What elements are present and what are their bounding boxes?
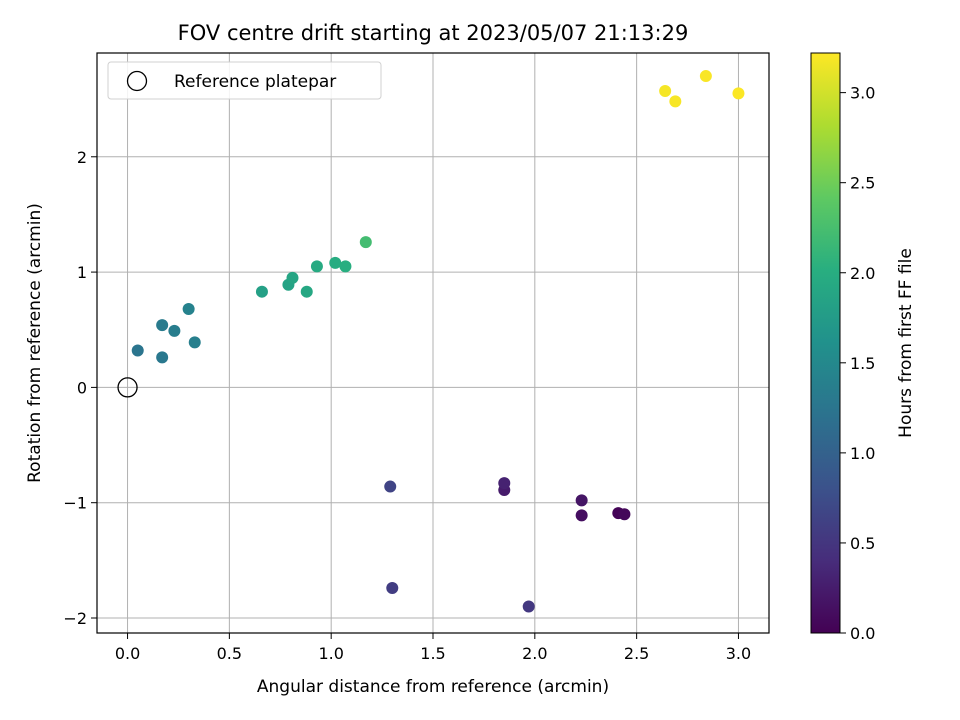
reference-marker-group bbox=[117, 377, 138, 398]
grid bbox=[97, 53, 769, 633]
data-point bbox=[310, 260, 323, 273]
legend-box bbox=[107, 61, 382, 100]
x-tick-label: 1.0 bbox=[318, 644, 343, 663]
legend: Reference platepar bbox=[107, 61, 382, 100]
data-point bbox=[359, 236, 372, 249]
data-point bbox=[669, 95, 682, 108]
colorbar-label: Hours from first FF file bbox=[896, 248, 916, 438]
colorbar-tick-label: 1.0 bbox=[850, 444, 875, 463]
data-point bbox=[522, 600, 535, 613]
colorbar-tick-label: 0.0 bbox=[850, 624, 875, 643]
data-point bbox=[699, 70, 712, 83]
data-point bbox=[168, 324, 181, 337]
data-point bbox=[329, 256, 342, 269]
data-point bbox=[575, 509, 588, 522]
colorbar: 0.0 0.5 1.0 1.5 2.0 2.5 3.0 Hours from first F… bbox=[810, 52, 916, 643]
x-tick-label: 1.5 bbox=[420, 644, 445, 663]
colorbar-ticks: 0.0 0.5 1.0 1.5 2.0 2.5 3.0 bbox=[840, 84, 875, 643]
colorbar-tick-label: 0.5 bbox=[850, 534, 875, 553]
data-point bbox=[156, 319, 169, 332]
y-tick-label: −2 bbox=[63, 609, 87, 628]
chart-title: FOV centre drift starting at 2023/05/07 … bbox=[178, 21, 689, 45]
x-tick-label: 3.0 bbox=[726, 644, 751, 663]
y-axis-ticks: −2 −1 0 1 2 bbox=[63, 148, 97, 628]
y-tick-label: 2 bbox=[77, 148, 87, 167]
colorbar-tick-label: 2.0 bbox=[850, 264, 875, 283]
data-point bbox=[618, 508, 631, 521]
x-tick-label: 2.5 bbox=[624, 644, 649, 663]
y-axis-label: Rotation from reference (arcmin) bbox=[25, 203, 45, 483]
data-point bbox=[182, 302, 195, 315]
data-point bbox=[386, 582, 399, 595]
x-tick-label: 0.0 bbox=[115, 644, 140, 663]
data-point bbox=[659, 85, 672, 98]
colorbar-gradient bbox=[810, 52, 841, 634]
data-point bbox=[255, 285, 268, 298]
data-point bbox=[732, 87, 745, 100]
x-axis-label: Angular distance from reference (arcmin) bbox=[257, 677, 609, 697]
data-point bbox=[339, 260, 352, 273]
data-point bbox=[131, 344, 144, 357]
colorbar-tick-label: 1.5 bbox=[850, 354, 875, 373]
y-tick-label: 0 bbox=[77, 378, 87, 397]
data-point bbox=[300, 285, 313, 298]
legend-label: Reference platepar bbox=[174, 72, 336, 92]
y-tick-label: 1 bbox=[77, 263, 87, 282]
colorbar-tick-label: 2.5 bbox=[850, 174, 875, 193]
data-point bbox=[498, 477, 511, 490]
data-point bbox=[384, 480, 397, 493]
data-point bbox=[286, 271, 299, 284]
data-points bbox=[131, 70, 745, 613]
reference-platepar-marker bbox=[117, 377, 138, 398]
y-tick-label: −1 bbox=[63, 494, 87, 513]
colorbar-tick-label: 3.0 bbox=[850, 84, 875, 103]
data-point bbox=[575, 494, 588, 507]
x-tick-label: 0.5 bbox=[217, 644, 242, 663]
data-point bbox=[156, 351, 169, 364]
data-point bbox=[188, 336, 201, 349]
legend-marker-open-circle bbox=[126, 70, 148, 92]
x-axis-ticks: 0.0 0.5 1.0 1.5 2.0 2.5 3.0 bbox=[115, 633, 751, 663]
x-tick-label: 2.0 bbox=[522, 644, 547, 663]
